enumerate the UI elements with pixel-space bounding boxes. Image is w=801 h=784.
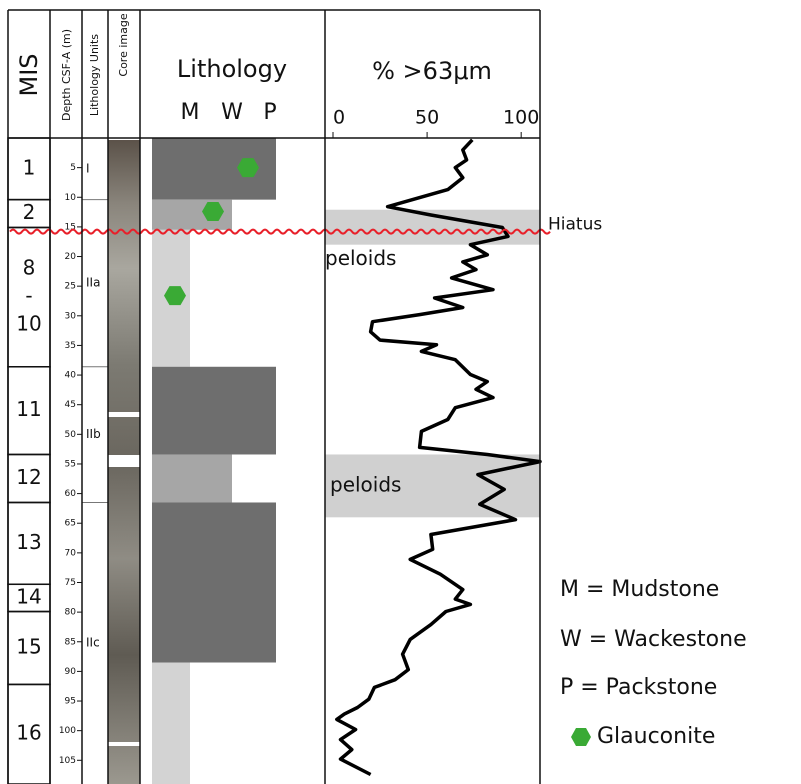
lithology-block (152, 366, 276, 455)
mis-label: 1 (23, 155, 36, 179)
band-label: peloids (330, 472, 401, 496)
plot-layer: M W P128-10111213141516IIIaIIbIIc510152025… (7, 100, 602, 784)
x-tick-label: 100 (503, 107, 539, 129)
depth-tick-label: 85 (65, 637, 76, 647)
x-axis-title: % >63μm (372, 57, 492, 85)
legend-entry: P = Packstone (560, 675, 717, 700)
legend-glauconite-marker (571, 728, 591, 746)
depth-tick-label: 75 (65, 578, 76, 588)
depth-tick-label: 65 (65, 519, 76, 529)
units-header: Lithology Units (88, 34, 101, 116)
x-tick-label: 0 (333, 107, 345, 129)
depth-header: Depth CSF-A (m) (60, 29, 73, 121)
depth-tick-label: 5 (70, 163, 76, 173)
unit-label: IIb (86, 427, 101, 441)
mis-label: 15 (16, 634, 41, 658)
mis-label: 14 (16, 584, 41, 608)
depth-tick-label: 60 (65, 489, 77, 499)
core-header: Core image (117, 13, 130, 76)
depth-tick-label: 95 (65, 697, 76, 707)
depth-tick-label: 25 (65, 282, 76, 292)
texture-label: W (221, 100, 243, 125)
depth-tick-label: 10 (65, 193, 77, 203)
legend-entry: W = Wackestone (560, 627, 747, 652)
depth-tick-label: 70 (65, 548, 77, 558)
lithology-block (152, 502, 276, 663)
mis-label: 11 (16, 397, 41, 421)
mis-label: 16 (16, 721, 41, 745)
mis-label: 10 (16, 312, 41, 336)
mis-label: 13 (16, 530, 41, 554)
mis-label: - (25, 284, 32, 308)
legend-entry: M = Mudstone (560, 577, 719, 602)
unit-label: I (86, 161, 90, 175)
glauconite-marker (164, 286, 186, 306)
unit-label: IIc (86, 636, 100, 650)
lithology-block (152, 454, 232, 503)
lithology-block (152, 662, 190, 784)
mis-label: 8 (23, 256, 36, 280)
hiatus-line (9, 228, 551, 235)
depth-tick-label: 100 (59, 726, 76, 736)
x-tick-label: 50 (415, 107, 439, 129)
mis-header: MIS (15, 53, 43, 96)
band-label: peloids (325, 246, 396, 270)
lithology-header: Lithology (177, 55, 287, 83)
depth-tick-label: 20 (65, 252, 77, 262)
depth-tick-label: 40 (65, 371, 77, 381)
depth-tick-label: 80 (65, 608, 77, 618)
depth-tick-label: 30 (65, 311, 77, 321)
depth-tick-label: 35 (65, 341, 76, 351)
depth-tick-label: 45 (65, 400, 76, 410)
core-gap (108, 412, 140, 417)
depth-tick-label: 90 (65, 667, 77, 677)
mis-label: 2 (23, 200, 36, 224)
depth-tick-label: 105 (59, 756, 76, 766)
hiatus-label: Hiatus (548, 215, 602, 235)
legend-entry: Glauconite (597, 724, 715, 749)
core-gap (108, 455, 140, 467)
glauconite-marker (237, 158, 259, 178)
unit-label: IIa (86, 276, 100, 290)
texture-label: P (263, 100, 276, 125)
core-gap (108, 742, 140, 746)
depth-tick-label: 55 (65, 459, 76, 469)
depth-tick-label: 50 (65, 430, 77, 440)
frame (7, 9, 541, 784)
mis-label: 12 (16, 465, 41, 489)
profile-line (335, 138, 542, 777)
texture-label: M (181, 100, 200, 125)
depth-tick-label: 15 (65, 222, 76, 232)
highlight-band (325, 454, 540, 518)
glauconite-marker (202, 201, 224, 222)
